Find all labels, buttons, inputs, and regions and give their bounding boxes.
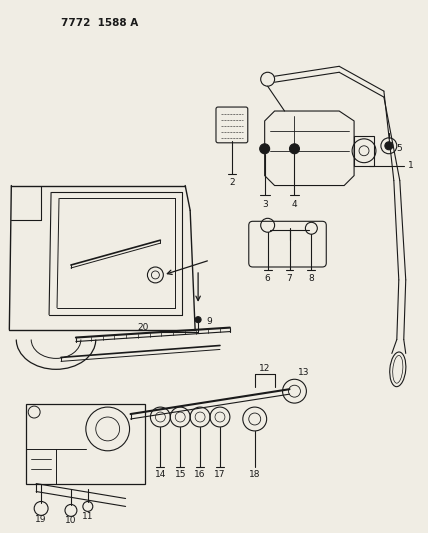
Text: 7: 7 — [287, 274, 292, 284]
Text: 15: 15 — [175, 470, 186, 479]
Text: 8: 8 — [309, 274, 314, 284]
Bar — [26, 404, 146, 483]
Circle shape — [260, 144, 270, 154]
Text: 16: 16 — [194, 470, 206, 479]
Text: 10: 10 — [65, 516, 77, 525]
Text: 6: 6 — [265, 274, 270, 284]
Text: 17: 17 — [214, 470, 226, 479]
Circle shape — [195, 317, 201, 322]
Text: 5: 5 — [396, 144, 401, 154]
Circle shape — [289, 144, 300, 154]
Text: 7772  1588 A: 7772 1588 A — [61, 18, 138, 28]
Text: 3: 3 — [262, 200, 268, 209]
Text: 9: 9 — [206, 317, 212, 326]
Text: 19: 19 — [36, 515, 47, 524]
Text: 12: 12 — [259, 364, 270, 373]
Text: 18: 18 — [249, 470, 261, 479]
Text: 20: 20 — [137, 323, 149, 332]
Text: 2: 2 — [229, 178, 235, 187]
Text: 4: 4 — [291, 200, 297, 209]
Text: 1: 1 — [408, 161, 413, 170]
Text: 14: 14 — [155, 470, 166, 479]
Circle shape — [385, 142, 393, 150]
Text: 13: 13 — [297, 368, 309, 377]
Text: 11: 11 — [82, 512, 94, 521]
